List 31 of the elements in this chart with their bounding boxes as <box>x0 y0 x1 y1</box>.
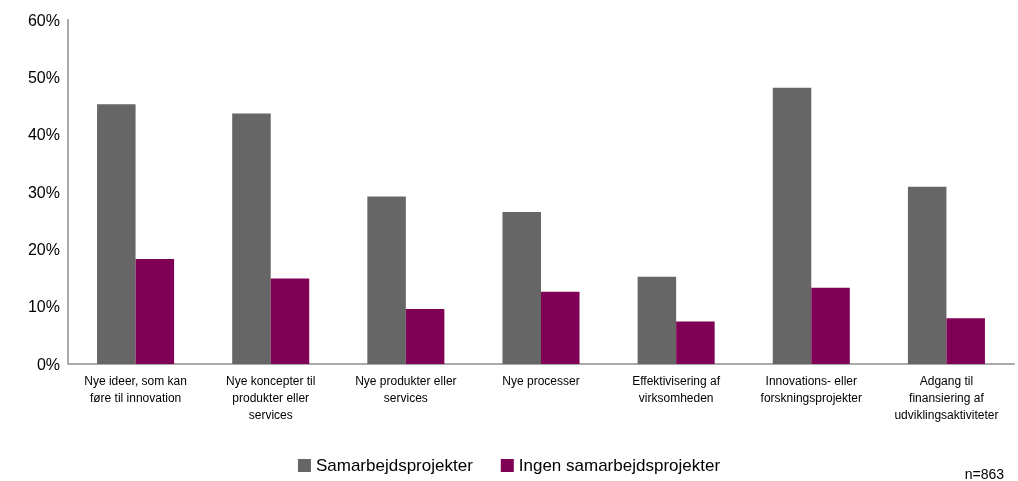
x-tick-label: Adgang til finansiering af udviklingsaktiviteter <box>894 373 999 422</box>
x-tick-label: Effektivisering af virksomheden <box>632 373 721 405</box>
bar <box>772 87 812 364</box>
bar <box>502 212 541 364</box>
y-tick-label: 50% <box>27 68 60 86</box>
bar <box>811 287 850 364</box>
bar <box>97 104 136 364</box>
legend-label: Samarbejdsprojekter <box>315 456 474 475</box>
x-tick-label: Nye ideer, som kan føre til innovation <box>84 373 187 405</box>
y-tick-label: 30% <box>27 183 60 201</box>
legend-label: Ingen samarbejdsprojekter <box>518 456 721 475</box>
bar <box>637 276 677 364</box>
y-tick-label: 0% <box>36 355 60 373</box>
y-tick-label: 10% <box>27 298 60 316</box>
bar <box>907 186 947 364</box>
bar <box>135 259 175 364</box>
text: n=863 <box>964 466 1005 481</box>
bar <box>946 318 985 364</box>
bar <box>405 308 445 364</box>
bar <box>367 196 406 364</box>
x-tick-label: Nye koncepter til produkter eller services <box>226 373 316 422</box>
y-tick-label: 20% <box>27 240 60 258</box>
x-tick-label: Nye produkter eller services <box>355 373 457 405</box>
bar <box>541 291 580 364</box>
x-tick-label: Innovations- eller forskningsprojekter <box>760 373 862 405</box>
bar <box>676 321 715 364</box>
x-tick-label: Nye processer <box>502 373 580 388</box>
bar <box>270 278 310 364</box>
y-tick-label: 60% <box>27 11 60 29</box>
bar <box>232 113 271 364</box>
y-tick-label: 40% <box>27 126 60 144</box>
